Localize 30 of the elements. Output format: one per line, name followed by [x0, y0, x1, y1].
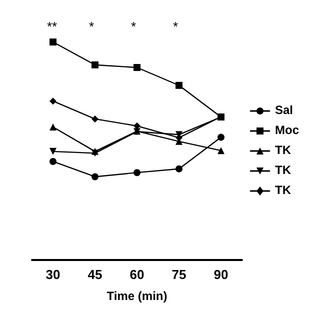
point	[50, 148, 56, 155]
legend-label: TK	[275, 163, 292, 177]
x-tick-label: 90	[214, 267, 228, 282]
legend-label: Moc	[275, 123, 300, 137]
text: **	[47, 19, 58, 34]
point	[50, 38, 56, 46]
point	[218, 134, 224, 141]
point	[50, 98, 56, 105]
point	[134, 122, 140, 130]
point	[50, 158, 56, 165]
x-tick-label: 75	[172, 267, 186, 282]
point	[50, 124, 56, 131]
x-tick-label: 30	[46, 267, 60, 282]
point	[134, 64, 140, 72]
point	[92, 115, 98, 122]
point	[176, 82, 182, 89]
x-tick-label: 60	[130, 267, 144, 282]
legend-label: TK	[275, 143, 292, 157]
legend-label: Sal	[275, 103, 294, 117]
point	[92, 173, 98, 180]
point	[92, 61, 98, 68]
x-tick-label: 45	[88, 267, 102, 282]
point	[176, 165, 182, 172]
text: *	[173, 19, 178, 34]
legend-label: TK	[275, 183, 292, 197]
text: *	[131, 19, 136, 34]
point	[134, 169, 140, 176]
point	[218, 147, 224, 154]
x-axis-title: Time (min)	[106, 289, 168, 303]
text: *	[89, 19, 94, 34]
